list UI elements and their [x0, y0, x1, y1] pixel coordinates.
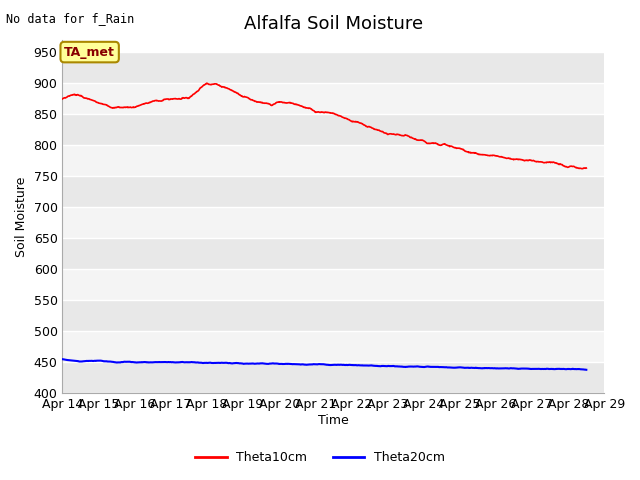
Bar	[63, 176, 604, 207]
Bar	[63, 114, 604, 145]
Bar	[63, 145, 604, 176]
Legend: Theta10cm, Theta20cm: Theta10cm, Theta20cm	[190, 446, 450, 469]
Bar	[63, 300, 604, 331]
Y-axis label: Soil Moisture: Soil Moisture	[15, 176, 28, 257]
X-axis label: Time: Time	[318, 414, 349, 427]
Bar	[63, 238, 604, 269]
Text: No data for f_Rain: No data for f_Rain	[6, 12, 134, 25]
Bar	[63, 84, 604, 114]
Bar	[63, 362, 604, 393]
Bar	[63, 269, 604, 300]
Title: Alfalfa Soil Moisture: Alfalfa Soil Moisture	[244, 15, 423, 33]
Bar	[63, 207, 604, 238]
Bar	[63, 52, 604, 84]
Bar	[63, 331, 604, 362]
Text: TA_met: TA_met	[64, 46, 115, 59]
